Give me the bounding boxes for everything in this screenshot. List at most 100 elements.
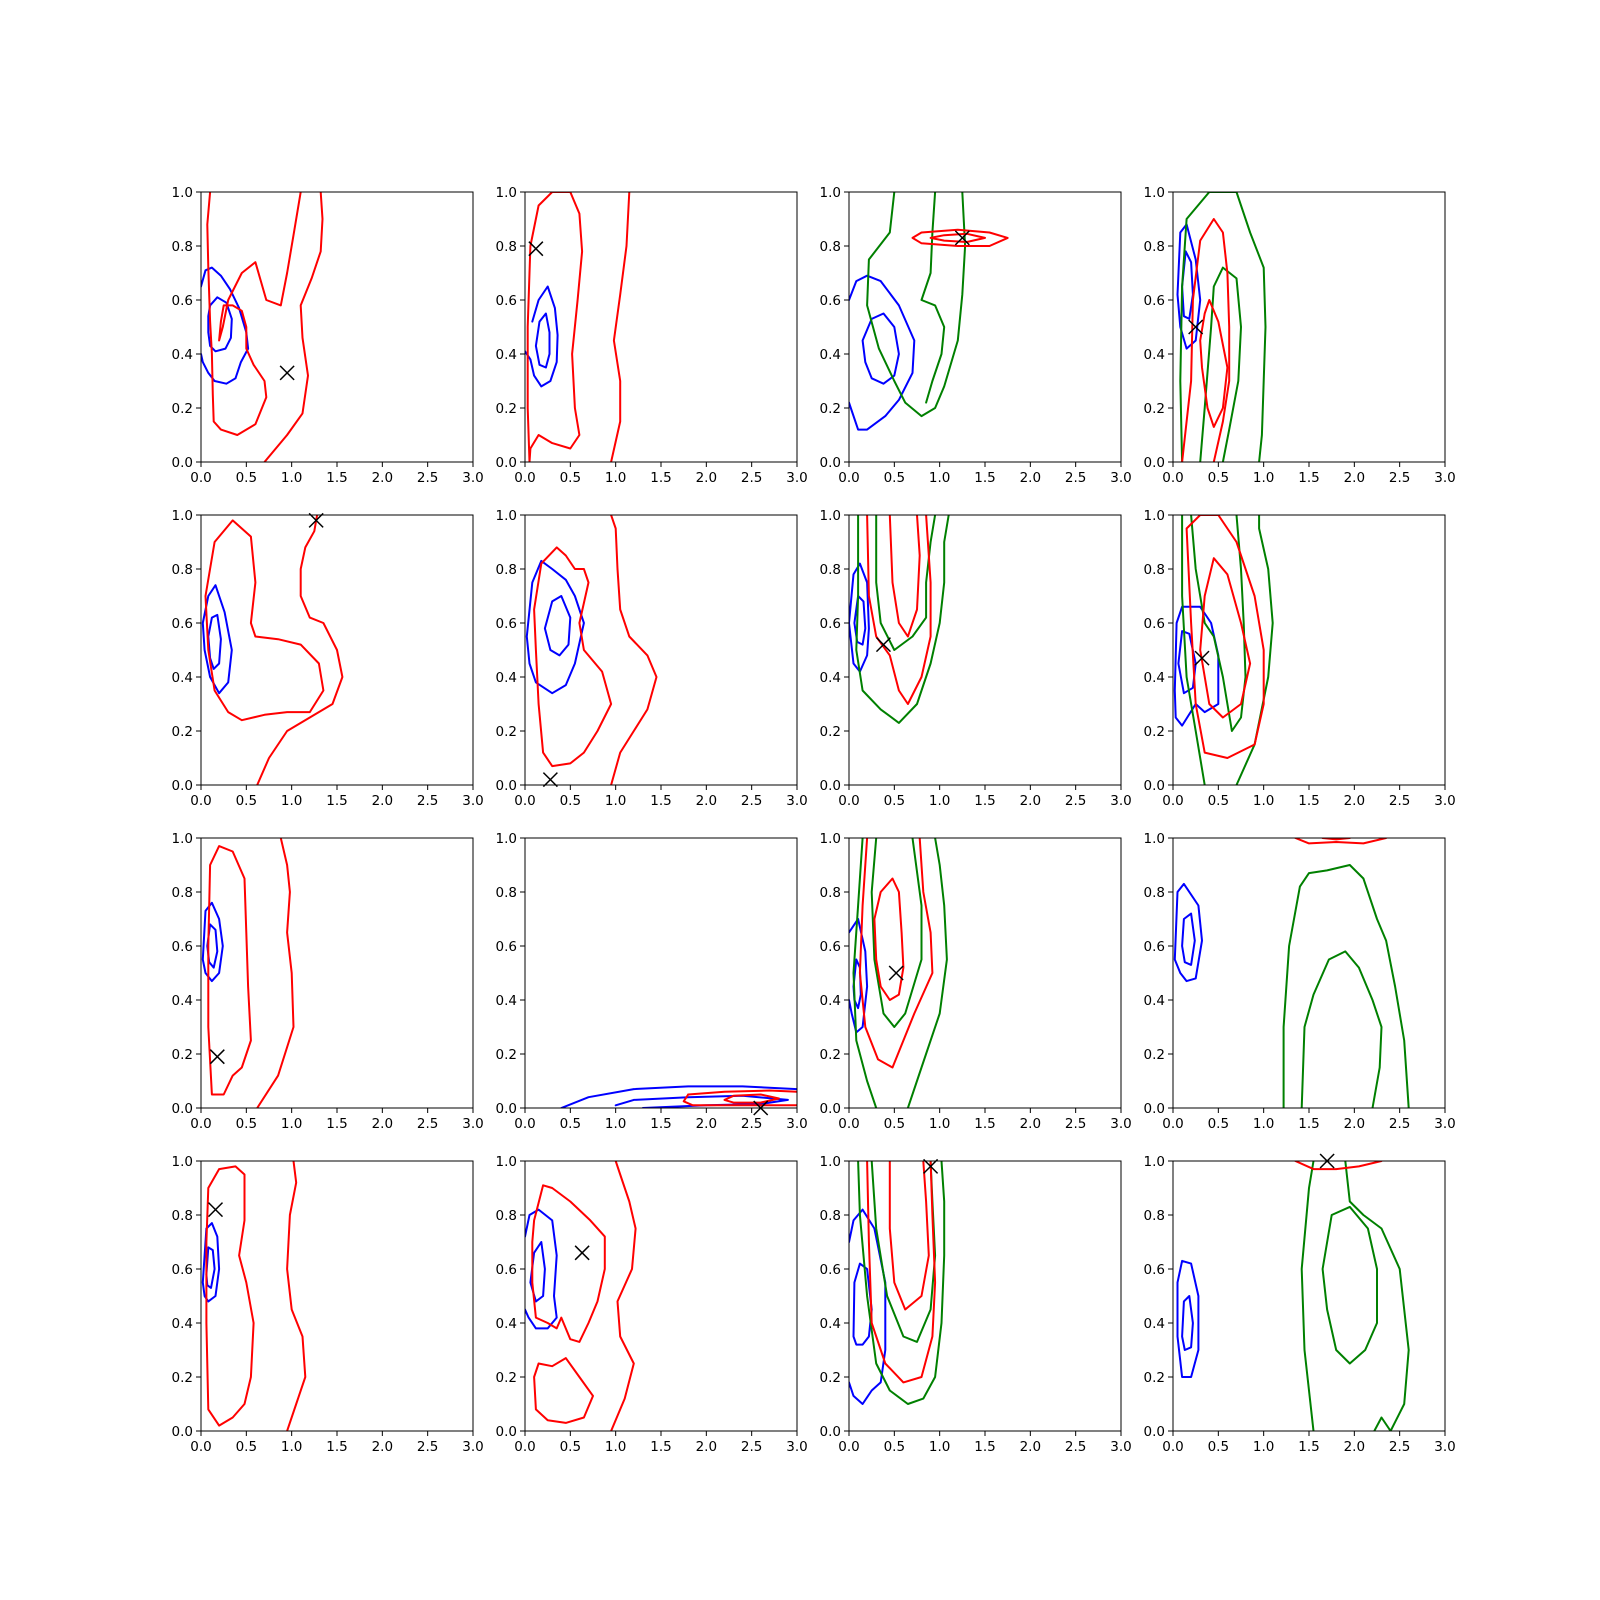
y-tick-label: 0.4 [1144,993,1165,1009]
x-tick-label: 0.5 [236,793,257,809]
x-marker [875,637,891,653]
x-tick-label: 1.0 [929,470,950,486]
x-tick-label: 0.0 [514,793,535,809]
green-contour-line [906,838,948,1108]
subplot-r1c4: 0.0 0.5 1.0 1.5 2.0 2.5 3.0 0.0 0.2 0.4 0.6 0.8 1.0 [1144,185,1456,486]
red-contour-line [1294,1161,1383,1171]
x-tick-label: 1.0 [605,793,626,809]
x-marker [308,512,324,528]
y-tick-label: 0.2 [1144,1370,1165,1386]
x-tick-label: 1.5 [1298,793,1319,809]
blue-contour-line [1176,223,1202,350]
x-tick-label: 1.5 [650,793,671,809]
x-tick-label: 1.5 [1298,470,1319,486]
x-marker [279,365,295,381]
x-tick-label: 2.0 [696,793,717,809]
blue-contour-line [1181,1295,1194,1351]
x-marker [923,1158,939,1174]
y-tick-label: 0.8 [496,562,517,578]
red-contour-line [206,192,302,436]
x-tick-label: 0.0 [838,470,859,486]
y-tick-label: 0.0 [820,778,841,794]
x-tick-label: 0.0 [838,1116,859,1132]
x-marker [542,772,558,788]
subplot-r2c1: 0.0 0.5 1.0 1.5 2.0 2.5 3.0 0.0 0.2 0.4 0.6 0.8 1.0 [172,508,484,809]
green-contour-line [1321,1205,1378,1365]
subplot-r4c4: 0.0 0.5 1.0 1.5 2.0 2.5 3.0 0.0 0.2 0.4 0.6 0.8 1.0 [1144,1153,1456,1455]
x-tick-label: 2.0 [1020,470,1041,486]
green-contour-line [1181,515,1206,785]
blue-contour-line [1176,1259,1200,1378]
x-tick-label: 2.5 [417,1439,438,1455]
green-contour-line [866,192,967,418]
red-contour-line [687,1089,797,1096]
x-tick-label: 3.0 [462,470,483,486]
x-tick-label: 0.0 [190,1439,211,1455]
x-tick-label: 0.0 [514,470,535,486]
red-contour-line [610,192,631,462]
x-tick-label: 3.0 [786,1116,807,1132]
plot-area [849,515,950,724]
x-tick-label: 1.0 [929,1116,950,1132]
blue-contour-line [849,562,870,673]
x-tick-label: 3.0 [462,1439,483,1455]
y-tick-label: 0.4 [1144,1316,1165,1332]
x-tick-label: 0.5 [1208,793,1229,809]
x-tick-label: 3.0 [1110,1439,1131,1455]
y-tick-label: 0.6 [496,293,517,309]
x-tick-label: 2.5 [1065,1439,1086,1455]
x-tick-label: 2.0 [1344,1116,1365,1132]
y-tick-label: 0.8 [1144,1208,1165,1224]
y-tick-label: 0.8 [172,885,193,901]
x-tick-label: 1.0 [929,1439,950,1455]
subplot-r2c3: 0.0 0.5 1.0 1.5 2.0 2.5 3.0 0.0 0.2 0.4 0.6 0.8 1.0 [820,508,1132,809]
y-tick-label: 0.6 [1144,616,1165,632]
x-tick-label: 2.5 [1389,793,1410,809]
subplot-r1c1: 0.0 0.5 1.0 1.5 2.0 2.5 3.0 0.0 0.2 0.4 0.6 0.8 1.0 [172,185,484,486]
x-tick-label: 0.5 [884,1116,905,1132]
y-tick-label: 0.6 [172,616,193,632]
x-tick-label: 0.0 [514,1116,535,1132]
green-contour-line [1300,1161,1315,1431]
x-tick-label: 3.0 [1110,470,1131,486]
plot-area [201,192,324,462]
x-tick-label: 2.0 [696,1439,717,1455]
x-tick-label: 1.0 [605,1116,626,1132]
y-tick-label: 0.6 [172,293,193,309]
x-tick-label: 1.5 [650,1116,671,1132]
plot-area [1176,192,1267,462]
y-tick-label: 0.0 [1144,455,1165,471]
blue-contour-line [534,312,551,369]
x-tick-label: 1.5 [326,793,347,809]
x-marker [207,1202,224,1218]
x-tick-label: 1.5 [650,1439,671,1455]
y-tick-label: 0.6 [820,939,841,955]
x-tick-label: 0.5 [236,1439,257,1455]
y-tick-label: 1.0 [496,831,517,847]
x-tick-label: 3.0 [786,470,807,486]
x-tick-label: 0.5 [884,470,905,486]
green-contour-line [855,515,950,724]
green-contour-line [1179,192,1267,462]
green-contour-line [1344,1161,1410,1431]
x-marker [1194,650,1210,666]
blue-contour-line [201,584,233,695]
y-tick-label: 0.4 [496,993,517,1009]
green-contour-line [852,838,878,1108]
blue-contour-line [525,285,559,388]
red-contour-line [929,232,986,243]
y-tick-label: 0.2 [1144,401,1165,417]
x-tick-label: 2.0 [1344,793,1365,809]
x-tick-label: 0.5 [1208,1116,1229,1132]
subplot-r3c3: 0.0 0.5 1.0 1.5 2.0 2.5 3.0 0.0 0.2 0.4 0.6 0.8 1.0 [820,831,1132,1132]
y-tick-label: 0.6 [496,1262,517,1278]
y-tick-label: 0.8 [496,239,517,255]
x-tick-label: 1.5 [974,470,995,486]
subplot-r3c2: 0.0 0.5 1.0 1.5 2.0 2.5 3.0 0.0 0.2 0.4 0.6 0.8 1.0 [496,831,808,1132]
x-tick-label: 2.5 [1065,1116,1086,1132]
x-tick-label: 0.0 [1162,793,1183,809]
x-tick-label: 2.0 [1344,1439,1365,1455]
y-tick-label: 1.0 [496,508,517,524]
x-tick-label: 0.5 [560,470,581,486]
